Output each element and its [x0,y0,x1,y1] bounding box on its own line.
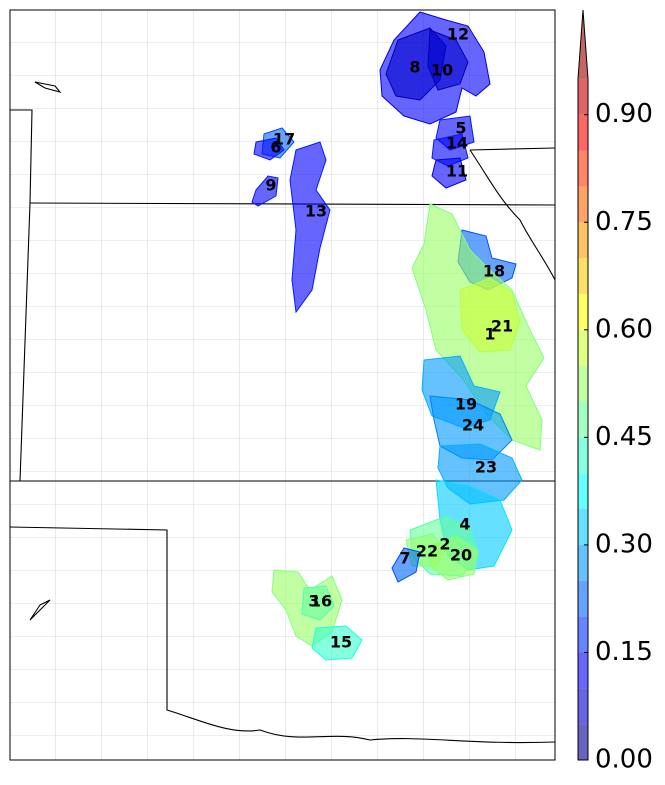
region-label: 10 [431,61,453,80]
region-label: 21 [491,317,513,336]
colorbar-tick-label: 0.45 [595,422,653,452]
colorbar-band [578,401,588,438]
region-label: 14 [446,134,468,153]
region-label: 9 [265,176,276,195]
colorbar-tick-label: 0.75 [595,207,653,237]
probability-region [289,141,331,314]
region-label: 6 [270,138,281,157]
region-label: 12 [447,25,469,44]
colorbar: 0.00 0.15 0.30 0.45 0.60 0.75 0.90 [577,9,653,775]
colorbar-tick-label: 0.15 [595,637,653,667]
colorbar-band [578,329,588,366]
region-label: 20 [450,546,472,565]
colorbar-band [578,114,588,151]
colorbar-band [578,365,588,402]
colorbar-band [578,222,588,259]
colorbar-tick-label: 0.00 [595,745,653,775]
region-label: 22 [416,542,438,561]
colorbar-tick-label: 0.30 [595,529,653,559]
colorbar-band [578,473,588,510]
region-label: 2 [439,535,450,554]
probability-region [427,29,469,91]
colorbar-extension [578,10,588,79]
colorbar-band [578,293,588,330]
region-label: 18 [483,262,505,281]
region-label: 11 [446,162,468,181]
region-label: 16 [310,592,332,611]
colorbar-band [578,652,588,689]
probability-region [429,535,479,581]
probability-region [311,625,363,661]
probability-region [431,157,467,189]
region-label: 3 [308,592,319,611]
colorbar-band [578,616,588,653]
state-borders [10,81,555,744]
colorbar-band [578,437,588,474]
region-label: 7 [399,549,410,568]
colorbar-band [578,78,588,115]
region-label: 4 [459,515,470,534]
region-label: 5 [455,119,466,138]
region-label: 19 [455,395,477,414]
colorbar-band [578,580,588,617]
region-label: 23 [475,458,497,477]
colorbar-band [578,544,588,581]
colorbar-band [578,186,588,223]
probability-region [301,585,335,621]
region-label: 8 [409,58,420,77]
probability-region [253,137,285,161]
colorbar-band [578,724,588,760]
probability-region [459,277,521,353]
region-label: 13 [305,202,327,221]
colorbar-band [578,688,588,725]
region-label: 1 [484,325,495,344]
probability-region [391,547,421,583]
colorbar-tick-label: 0.90 [595,99,653,129]
colorbar-band [578,509,588,545]
regions [251,11,545,661]
region-label: 15 [330,633,352,652]
probability-region [251,175,279,207]
region-label: 24 [462,416,484,435]
map-frame [9,9,556,761]
region-label: 17 [273,130,295,149]
colorbar-tick-label: 0.60 [595,314,653,344]
colorbar-band [578,258,588,294]
colorbar-band [578,150,588,187]
